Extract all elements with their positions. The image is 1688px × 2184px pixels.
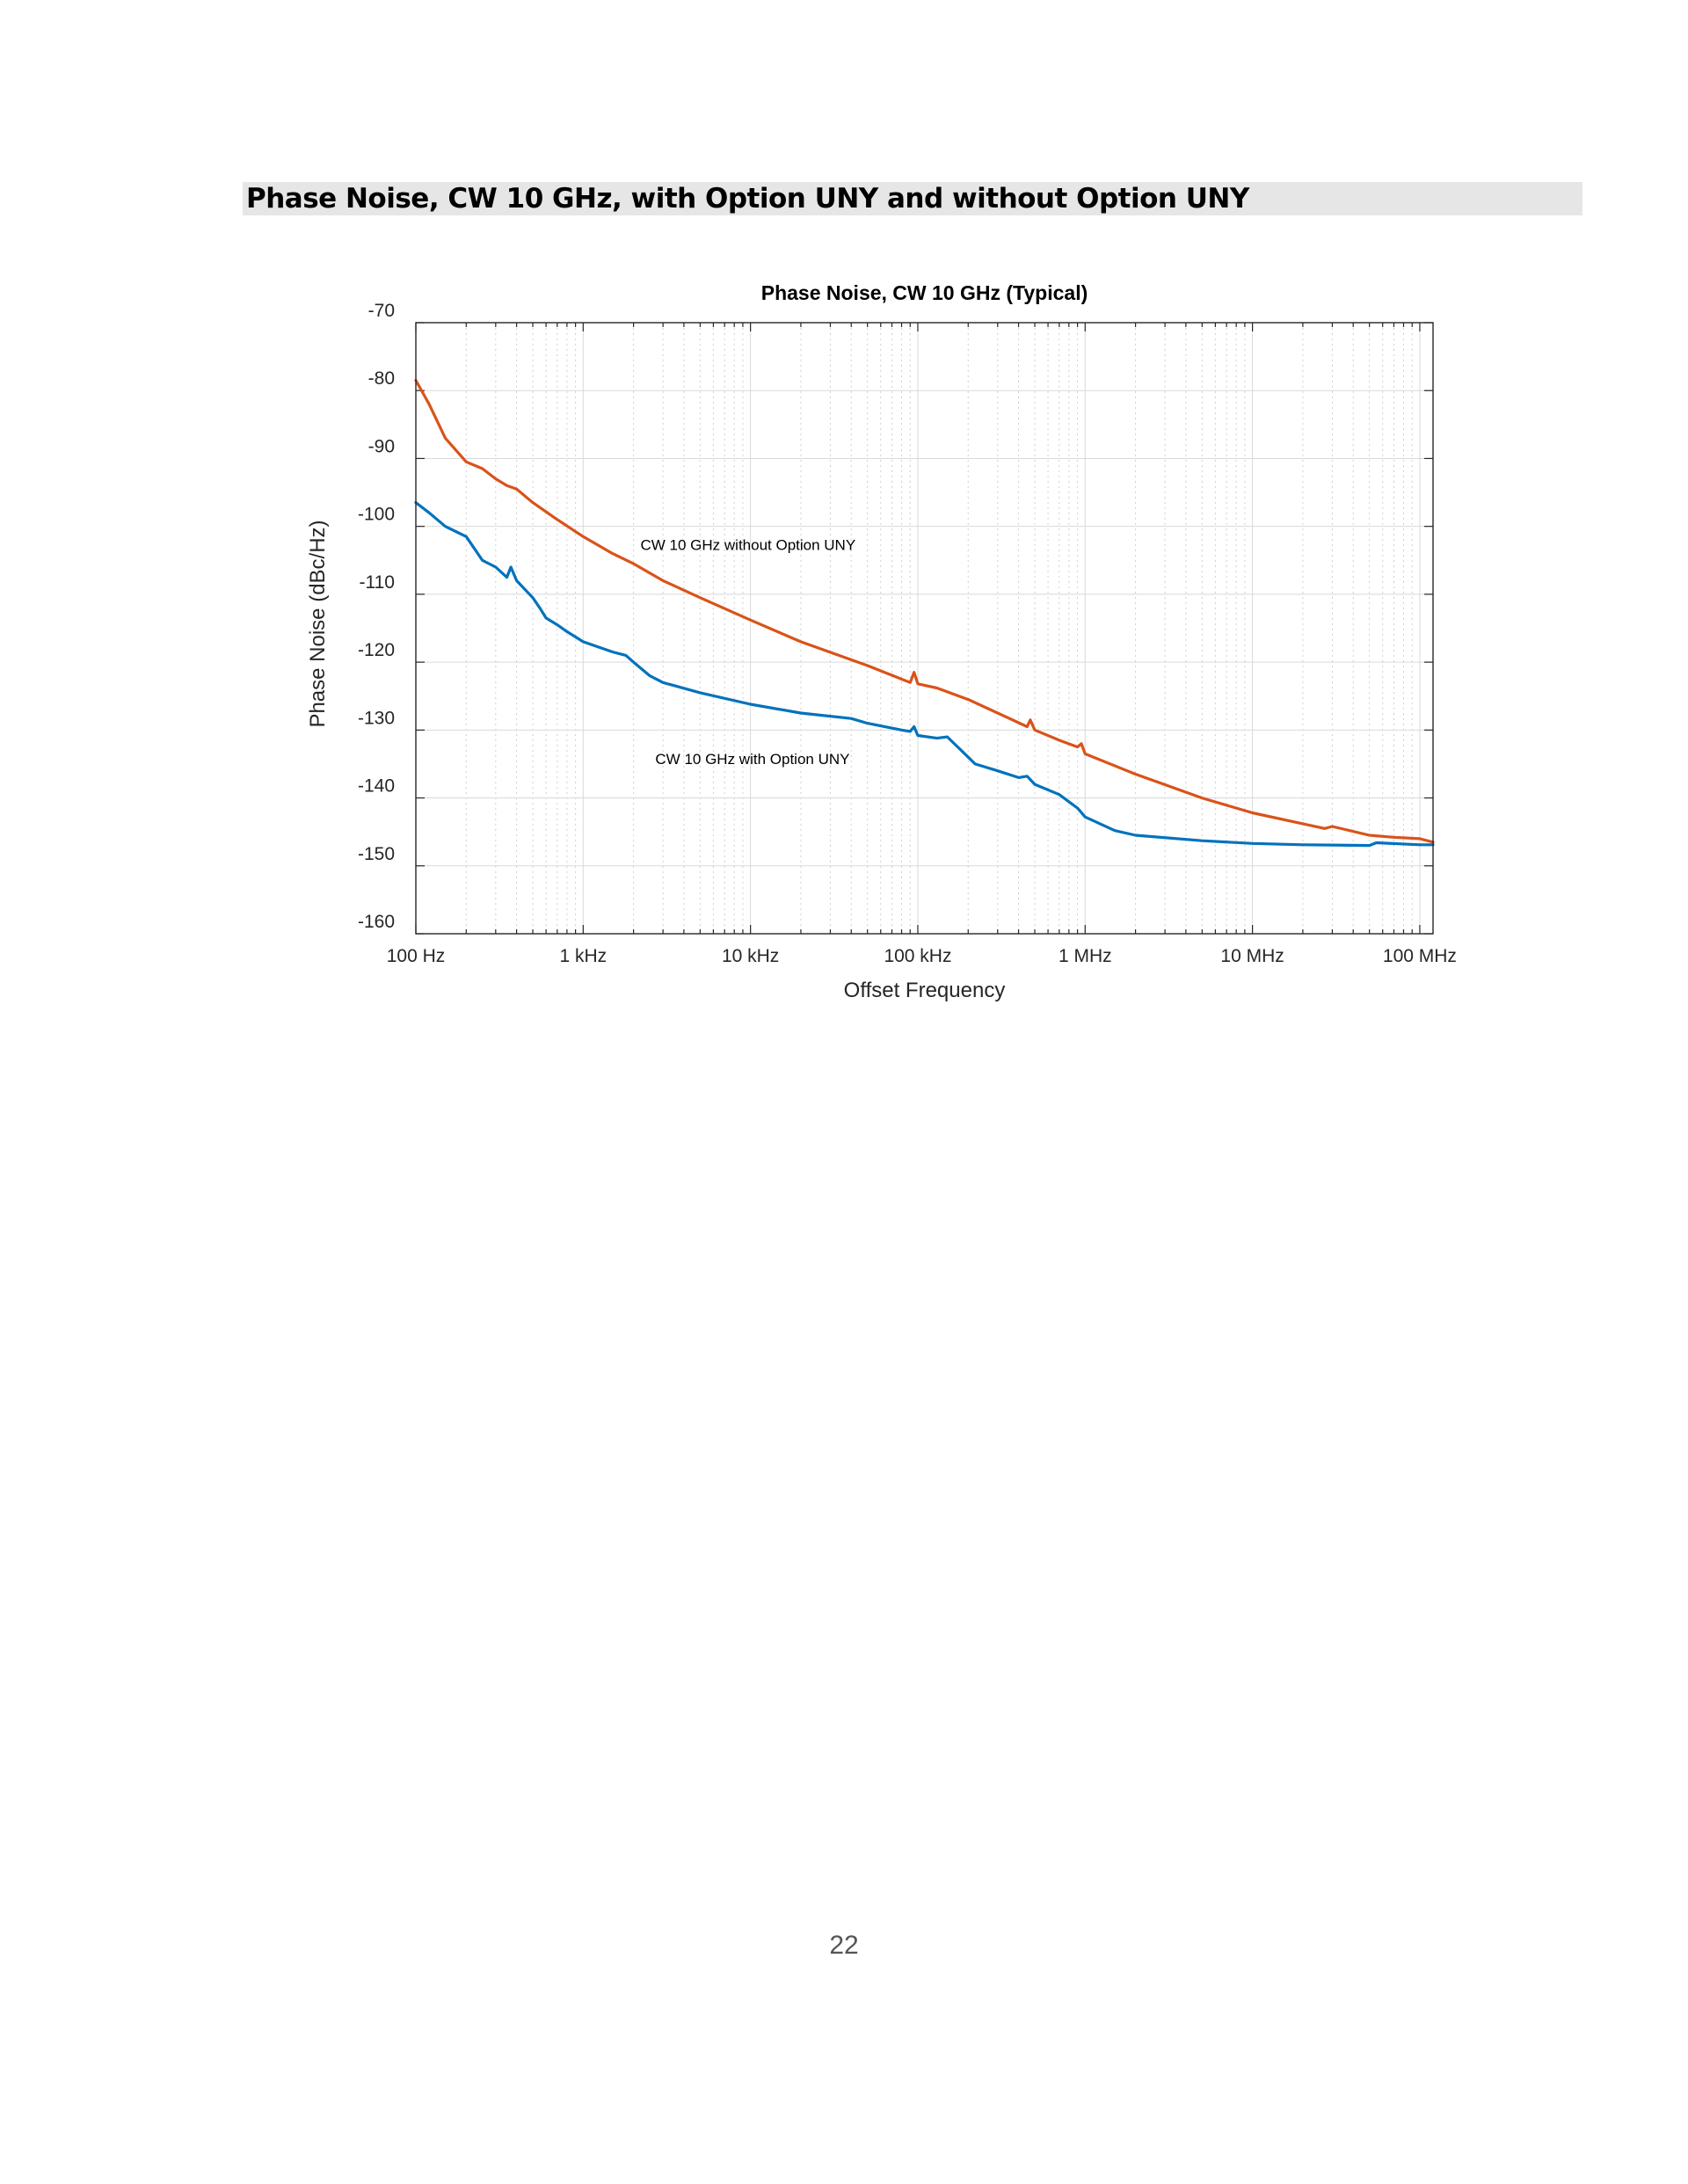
x-tick-label: 100 kHz: [884, 946, 951, 966]
series-line-2: [414, 501, 1435, 848]
x-tick-label: 1 MHz: [1059, 946, 1112, 966]
y-tick-label: -150: [358, 844, 395, 864]
page-number: 22: [829, 1931, 859, 1960]
series-annotation: CW 10 GHz without Option UNY: [640, 537, 855, 554]
x-tick-label: 10 MHz: [1220, 946, 1284, 966]
x-axis-label: Offset Frequency: [844, 979, 1006, 1002]
section-heading: Phase Noise, CW 10 GHz, with Option UNY …: [246, 183, 1249, 215]
minor-grid: [465, 323, 1413, 934]
section-heading-bar: Phase Noise, CW 10 GHz, with Option UNY …: [243, 182, 1582, 215]
phase-noise-chart: 100 Hz 1 kHz 10 kHz 100 kHz 1 MHz 10 MHz 100 M…: [306, 281, 1457, 1002]
plot-area: [416, 323, 1433, 934]
series-annotation: CW 10 GHz with Option UNY: [655, 751, 849, 768]
x-tick-label: 100 MHz: [1383, 946, 1457, 966]
plot-frame: [415, 322, 1434, 935]
y-axis-label: Phase Noise (dBc/Hz): [306, 520, 330, 727]
chart-title: Phase Noise, CW 10 GHz (Typical): [761, 281, 1088, 304]
y-tick-label: -140: [358, 776, 395, 797]
y-tick-label: -160: [358, 912, 395, 932]
x-tick-label: 1 kHz: [559, 946, 607, 966]
series-line-1: [414, 378, 1435, 844]
y-tick-label: -110: [360, 572, 395, 593]
x-tick-label: 100 Hz: [387, 946, 446, 966]
y-tick-label: -90: [368, 436, 395, 456]
x-tick-label: 10 kHz: [722, 946, 779, 966]
y-tick-label: -80: [368, 368, 395, 389]
y-tick-label: -120: [358, 640, 395, 660]
y-tick-label: -130: [358, 708, 395, 728]
y-tick-label: -100: [358, 505, 395, 525]
y-tick-label: -70: [368, 301, 395, 321]
